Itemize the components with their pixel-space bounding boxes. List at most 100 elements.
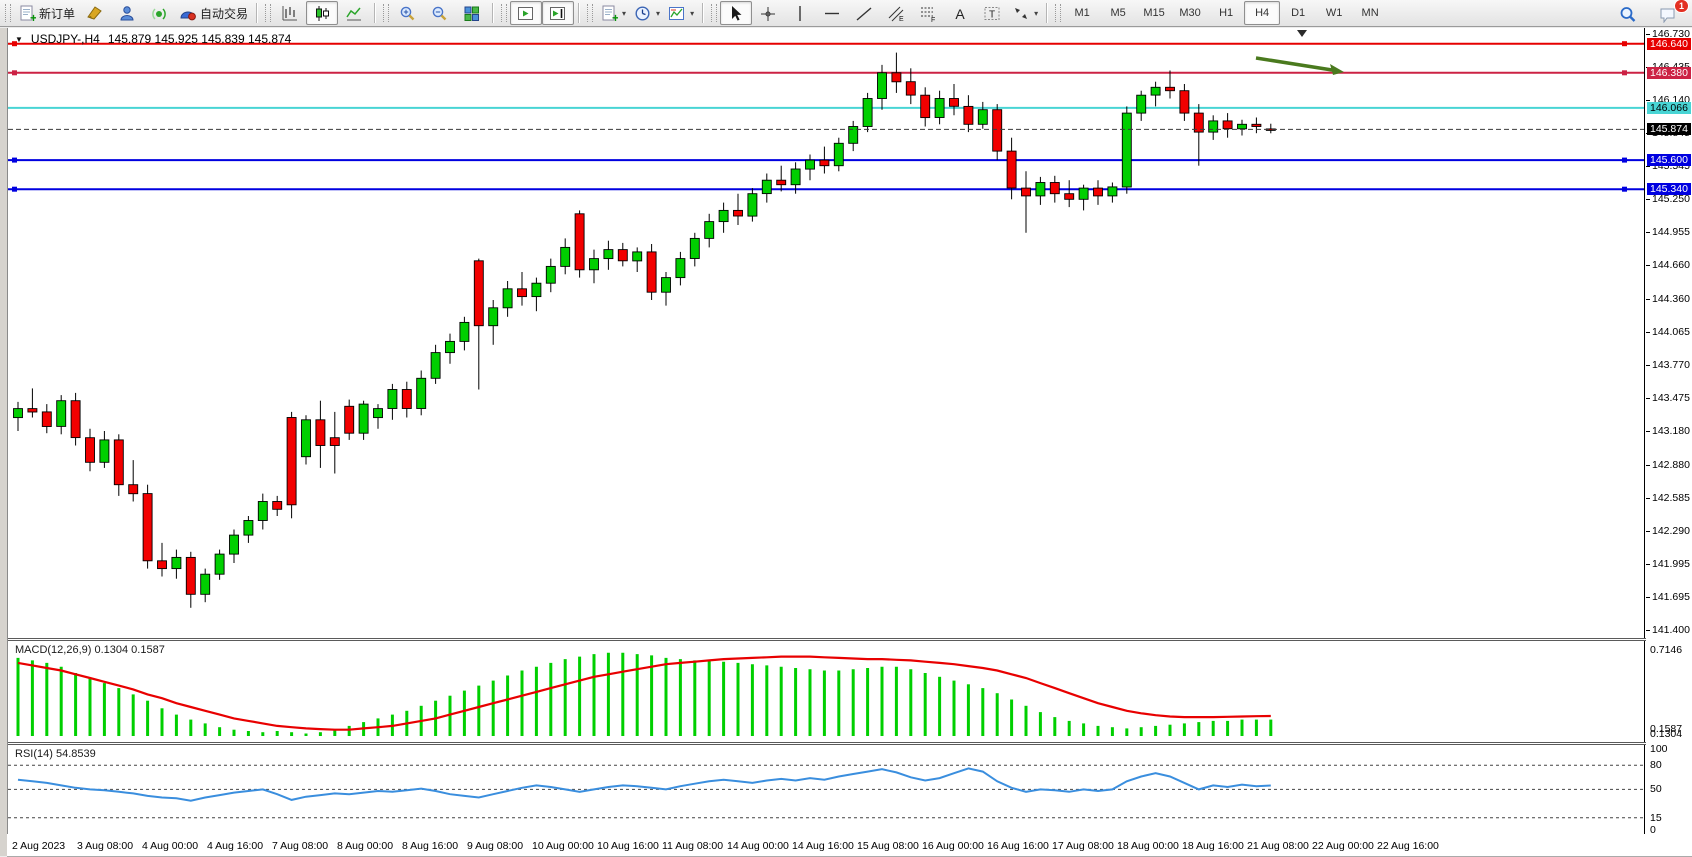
toolbar-grip[interactable]: [501, 4, 508, 22]
panel-splitter-rsi[interactable]: [8, 742, 1646, 745]
zoom-out-button[interactable]: [424, 1, 456, 25]
candle-body[interactable]: [891, 72, 902, 83]
candle-body[interactable]: [445, 340, 455, 354]
candle-body[interactable]: [589, 258, 599, 271]
timeframe-mn-button[interactable]: MN: [1361, 7, 1379, 19]
channel-button[interactable]: E: [880, 1, 912, 25]
chart-shift-marker[interactable]: [1297, 30, 1307, 37]
candle-body[interactable]: [848, 126, 859, 144]
candle-body[interactable]: [99, 439, 110, 463]
candle-body[interactable]: [545, 265, 556, 284]
candle-body[interactable]: [1064, 193, 1075, 200]
candle-body[interactable]: [286, 417, 297, 506]
candle-body[interactable]: [632, 251, 643, 262]
panel-splitter-macd[interactable]: [8, 638, 1646, 641]
candle-body[interactable]: [373, 408, 383, 419]
candle-body[interactable]: [574, 213, 585, 271]
hline-handle-right[interactable]: [1622, 157, 1627, 163]
arrow-head[interactable]: [1330, 64, 1344, 75]
trendline-button[interactable]: [848, 1, 880, 25]
candle-body[interactable]: [200, 573, 211, 595]
candle-body[interactable]: [805, 159, 815, 170]
timeframe-m30-button[interactable]: M30: [1179, 7, 1201, 19]
candle-body[interactable]: [214, 553, 225, 575]
candle-body[interactable]: [1150, 86, 1161, 96]
candle-body[interactable]: [1222, 120, 1233, 130]
candle-body[interactable]: [301, 419, 311, 458]
templates-button[interactable]: ▾: [664, 1, 698, 25]
candle-body[interactable]: [761, 179, 772, 195]
hline-handle-right[interactable]: [1622, 186, 1627, 192]
chevron-down-icon[interactable]: ▾: [622, 8, 627, 18]
auto-scroll-button[interactable]: [510, 1, 543, 25]
candle-body[interactable]: [1179, 90, 1190, 114]
chevron-down-icon[interactable]: ▾: [690, 8, 695, 18]
auto-trading-button[interactable]: 自动交易: [175, 1, 252, 25]
chart-plots[interactable]: [7, 28, 1646, 834]
candle-body[interactable]: [790, 168, 801, 186]
candle-body[interactable]: [531, 282, 542, 298]
arrow-shaft[interactable]: [1255, 56, 1337, 73]
candle-body[interactable]: [1208, 120, 1219, 133]
candle-body[interactable]: [733, 209, 743, 217]
rsi-panel[interactable]: [8, 745, 1644, 833]
candle-body[interactable]: [1021, 187, 1031, 197]
candle-body[interactable]: [862, 98, 873, 127]
macd-panel[interactable]: [8, 641, 1644, 741]
candle-body[interactable]: [833, 142, 844, 167]
candle-body[interactable]: [819, 159, 830, 167]
line-chart-button[interactable]: [338, 1, 370, 25]
notifications-button[interactable]: 1: [1652, 0, 1689, 26]
candle-body[interactable]: [1107, 186, 1118, 197]
label-button[interactable]: T: [976, 1, 1008, 25]
candle-body[interactable]: [675, 258, 686, 279]
hline-handle-left[interactable]: [12, 70, 17, 76]
candle-body[interactable]: [718, 209, 729, 223]
candle-body[interactable]: [646, 251, 657, 293]
candle-body[interactable]: [473, 260, 484, 327]
time-axis[interactable]: 2 Aug 2023 3 Aug 08:00 4 Aug 00:00 4 Aug 16…: [7, 837, 1692, 857]
candle-body[interactable]: [1006, 150, 1017, 189]
candle-body[interactable]: [27, 408, 38, 413]
zoom-in-button[interactable]: [392, 1, 424, 25]
search-button[interactable]: [1612, 2, 1644, 26]
chart-shift-button[interactable]: [542, 1, 575, 25]
styler-icon[interactable]: [79, 1, 111, 25]
candle-body[interactable]: [315, 419, 326, 446]
toolbar-grip[interactable]: [265, 4, 272, 22]
candle-body[interactable]: [56, 400, 67, 427]
candle-body[interactable]: [992, 109, 1003, 152]
hline-handle-right[interactable]: [1622, 70, 1627, 76]
candle-body[interactable]: [142, 493, 153, 562]
candle-body[interactable]: [401, 389, 412, 409]
periods-button[interactable]: ▾: [630, 1, 664, 25]
timeframe-h1-button[interactable]: H1: [1219, 7, 1234, 19]
toolbar-grip[interactable]: [5, 4, 11, 22]
candlestick-button[interactable]: [306, 1, 339, 25]
candle-body[interactable]: [603, 249, 614, 260]
tile-windows-button[interactable]: [456, 1, 488, 25]
candle-body[interactable]: [85, 437, 95, 463]
candle-body[interactable]: [949, 98, 959, 107]
candle-body[interactable]: [430, 352, 441, 379]
text-button[interactable]: A: [944, 1, 976, 25]
candle-body[interactable]: [1237, 123, 1247, 130]
main-price-chart[interactable]: [8, 28, 1644, 637]
profile-icon[interactable]: [111, 1, 143, 25]
timeframe-m1-button[interactable]: M1: [1074, 7, 1090, 19]
timeframe-m15-button[interactable]: M15: [1143, 7, 1165, 19]
candle-body[interactable]: [243, 520, 254, 536]
candle-body[interactable]: [1136, 94, 1147, 114]
hline-handle-left[interactable]: [12, 41, 17, 47]
candle-body[interactable]: [1121, 112, 1132, 188]
candle-body[interactable]: [560, 246, 571, 267]
candle-body[interactable]: [517, 288, 527, 298]
candle-body[interactable]: [617, 249, 628, 262]
candle-body[interactable]: [920, 94, 931, 119]
hline-handle-left[interactable]: [12, 157, 17, 163]
toolbar-grip[interactable]: [383, 4, 390, 22]
candle-body[interactable]: [877, 72, 887, 99]
candle-body[interactable]: [128, 484, 139, 495]
candle-body[interactable]: [358, 403, 369, 434]
candle-body[interactable]: [747, 193, 758, 217]
